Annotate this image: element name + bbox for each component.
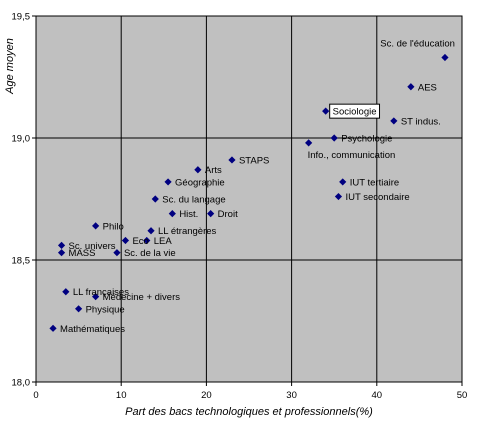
point-label: Arts [205, 165, 222, 176]
x-axis-title: Part des bacs technologiques et professi… [125, 406, 373, 418]
point-label: ST indus. [401, 116, 441, 127]
point-label: LL françaises [73, 287, 129, 298]
point-label: Sc. de l'éducation [380, 38, 455, 49]
point-label: STAPS [239, 155, 269, 166]
point-label: Sc. univers [69, 241, 116, 252]
x-axis-ticks: 0 10 20 30 40 50 [33, 382, 467, 401]
point-label: Philo [103, 221, 124, 232]
x-tick-label: 50 [457, 390, 468, 401]
point-label: Sc. du langage [162, 195, 225, 206]
x-tick-label: 20 [201, 390, 212, 401]
data-point [390, 117, 398, 125]
point-label: Psychologie [341, 134, 392, 145]
highlight-box [329, 103, 381, 119]
data-point [339, 178, 347, 186]
point-label: Eco [132, 236, 148, 247]
data-point [62, 288, 70, 296]
point-label: IUT tertiaire [350, 177, 399, 188]
data-point [143, 236, 151, 245]
data-point [334, 192, 343, 201]
data-point [305, 139, 313, 147]
x-tick-label: 30 [286, 390, 297, 401]
data-point [330, 134, 338, 142]
data-point [92, 293, 100, 301]
point-label: MASS [69, 248, 96, 259]
point-label: Hist. [179, 209, 198, 220]
y-tick-label: 19,0 [12, 134, 31, 145]
data-points [49, 53, 449, 332]
y-axis-title: Age moyen [4, 38, 16, 95]
point-labels: Sc. de l'éducation AES ST indus. Sociologie… [60, 38, 455, 334]
data-point [151, 195, 159, 203]
point-label: LEA [154, 236, 173, 247]
data-point [147, 227, 155, 235]
point-label: AES [418, 82, 437, 93]
data-point [164, 178, 172, 186]
data-point [322, 107, 330, 115]
data-point [49, 324, 57, 332]
point-label: Sc. de la vie [124, 248, 176, 259]
data-point [92, 222, 100, 230]
data-point [113, 249, 121, 257]
data-point [57, 241, 66, 249]
gridlines [36, 16, 462, 382]
point-label: Géographie [175, 177, 225, 188]
data-point [168, 210, 176, 218]
data-point [441, 53, 449, 62]
point-label: Info., communication [308, 150, 396, 161]
point-label: Médecine + divers [103, 292, 181, 303]
point-label: Mathématiques [60, 324, 125, 335]
point-label: Droit [218, 209, 238, 220]
x-tick-label: 40 [372, 390, 383, 401]
point-label: Sociologie [333, 107, 377, 118]
x-tick-label: 0 [33, 390, 38, 401]
data-point [407, 83, 415, 91]
x-tick-label: 10 [116, 390, 127, 401]
point-label: LL étrangères [158, 226, 217, 237]
data-point [75, 305, 83, 313]
y-tick-label: 18,0 [12, 378, 31, 389]
data-point [121, 236, 130, 245]
point-label: IUT secondaire [345, 192, 409, 203]
plot-area [35, 15, 463, 383]
data-point [194, 166, 202, 174]
data-point [207, 210, 215, 218]
data-point [228, 156, 236, 164]
data-point [57, 249, 66, 257]
y-tick-label: 19,5 [12, 12, 31, 23]
y-axis-ticks: 18,0 18,5 19,0 19,5 [12, 12, 36, 389]
point-label: Physique [86, 304, 125, 315]
y-tick-label: 18,5 [12, 256, 31, 267]
